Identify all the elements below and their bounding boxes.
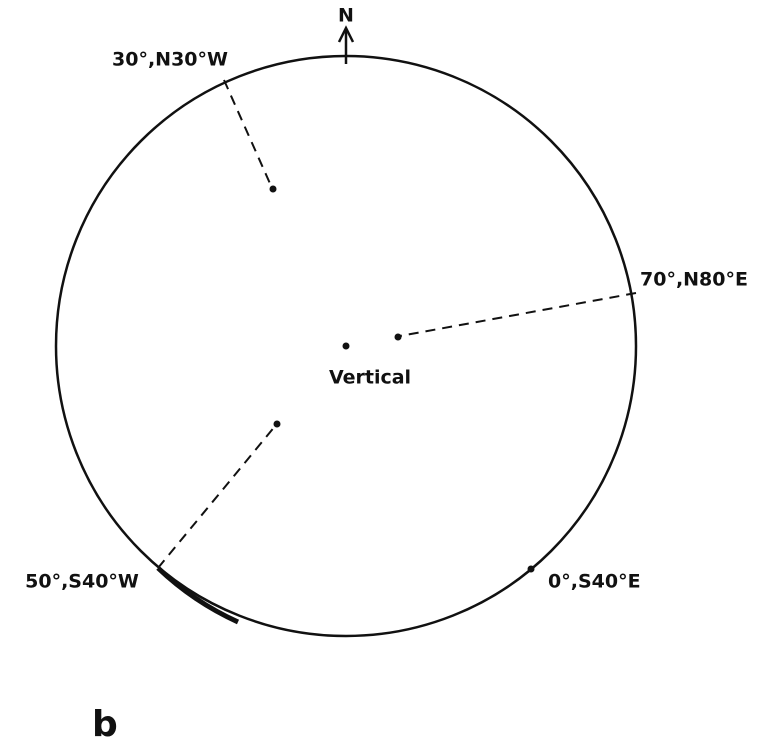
node-label: 50°,S40°W [25,571,139,593]
pole-dot [394,333,402,341]
pole-dot [273,420,281,428]
node-label: 0°,S40°E [548,571,641,593]
panel-label: b [92,704,118,745]
node-label: 70°,N80°E [640,269,748,291]
vertical-dot [342,342,350,350]
dashed-line [223,79,273,189]
pole-dot [527,565,535,573]
pole-dot [269,185,277,193]
thick-arc [156,566,240,625]
dashed-line [157,424,277,569]
node-label: Vertical [329,367,411,389]
north-arrow-head [337,25,355,43]
north-label: N [338,5,354,27]
node-label: 30°,N30°W [112,49,228,71]
dashed-line [399,292,637,337]
